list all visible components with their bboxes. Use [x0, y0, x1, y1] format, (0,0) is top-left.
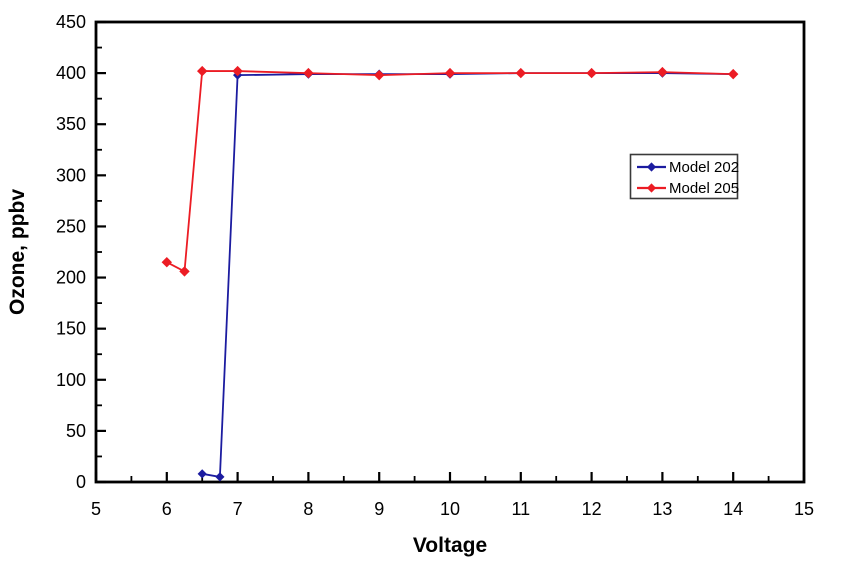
- series-model-205-marker: [444, 67, 456, 79]
- x-tick-label: 10: [440, 499, 460, 519]
- series-model-205-marker: [586, 67, 597, 79]
- y-tick-label: 250: [56, 216, 86, 236]
- legend-box: Model 202 Model 205: [629, 153, 739, 200]
- x-tick-label: 11: [511, 499, 530, 519]
- x-tick-label: 7: [233, 499, 243, 519]
- legend-swatch-marker: [646, 162, 657, 172]
- legend-swatch-marker: [646, 183, 657, 193]
- y-tick-label: 300: [56, 165, 86, 185]
- series-model-205-marker: [197, 65, 208, 77]
- legend-label: Model 202: [669, 159, 739, 176]
- x-tick-label: 12: [582, 499, 602, 519]
- y-tick-label: 450: [56, 12, 86, 32]
- plot-layer: 5 6 7 8 9 10 11 12 13 14 1505010015020025030035040…: [56, 12, 814, 519]
- x-tick-label: 15: [794, 499, 814, 519]
- series-model-205-marker: [728, 68, 739, 80]
- plot-border: [94, 20, 806, 484]
- x-tick-label: 5: [91, 499, 101, 519]
- x-tick-label: 6: [162, 499, 172, 519]
- y-tick-label: 0: [76, 472, 86, 492]
- series-model-205-marker: [657, 66, 668, 78]
- y-tick-label: 400: [56, 63, 86, 83]
- series-model-202-marker: [197, 469, 207, 479]
- series-model-205-marker: [161, 257, 172, 268]
- y-tick-label: 100: [56, 370, 86, 390]
- x-tick-label: 9: [374, 499, 384, 519]
- series-model-205-marker: [374, 69, 385, 81]
- x-tick-label: 14: [723, 499, 743, 519]
- y-tick-label: 50: [66, 421, 86, 441]
- y-tick-label: 350: [56, 114, 86, 134]
- legend-label: Model 205: [669, 180, 739, 197]
- x-axis-title: Voltage: [413, 534, 487, 557]
- x-tick-label: 13: [652, 499, 672, 519]
- y-axis-title: Ozone, ppbv: [6, 189, 29, 315]
- y-tick-label: 200: [56, 268, 86, 288]
- legend-frame: [629, 153, 739, 200]
- series-model-205-marker: [303, 67, 314, 79]
- series-model-205-marker: [515, 67, 526, 79]
- series-model-202-marker: [215, 472, 225, 482]
- series-model-205-marker: [232, 65, 243, 77]
- series-model-205-marker: [179, 266, 190, 277]
- y-tick-label: 150: [56, 319, 86, 339]
- series-model-202-line: [202, 72, 734, 478]
- series-layer: [161, 65, 739, 482]
- x-tick-label: 8: [303, 499, 313, 519]
